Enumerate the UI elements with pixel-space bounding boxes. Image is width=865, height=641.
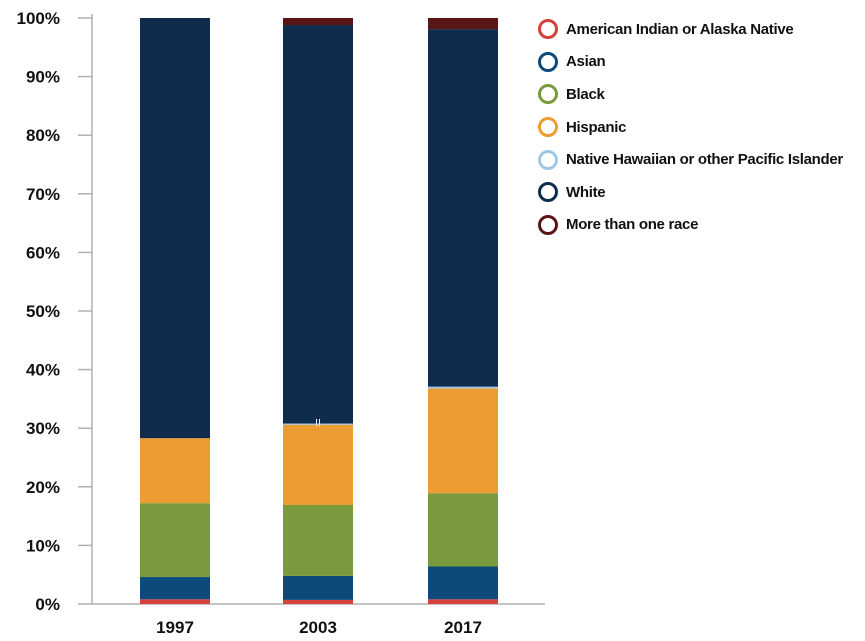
- bar-segment-2017-6: [428, 18, 498, 30]
- legend-item: White: [538, 176, 863, 209]
- bar-segment-2003-5: [283, 25, 353, 424]
- bar-segment-2003-4: [283, 423, 353, 425]
- legend-item: Hispanic: [538, 111, 863, 144]
- bar-segment-2003-6: [283, 18, 353, 26]
- legend-swatch-icon: [538, 19, 558, 40]
- legend-label: More than one race: [566, 216, 699, 234]
- legend-swatch-icon: [538, 84, 558, 105]
- legend-label: Hispanic: [566, 118, 627, 136]
- y-tick-label: 50%: [26, 302, 60, 321]
- legend-label: Native Hawaiian or other Pacific Islande…: [566, 151, 843, 169]
- y-tick-label: 80%: [26, 126, 60, 145]
- bar-segment-1997-5: [140, 18, 210, 439]
- legend-label: American Indian or Alaska Native: [566, 20, 794, 38]
- y-tick-label: 90%: [26, 68, 60, 87]
- x-tick-label: 2017: [444, 618, 482, 637]
- bar-segment-2017-0: [428, 599, 498, 604]
- bar-segment-2017-4: [428, 386, 498, 389]
- legend-item: Black: [538, 78, 863, 111]
- legend-swatch-icon: [538, 149, 558, 170]
- bar-segment-2017-3: [428, 388, 498, 494]
- y-tick-label: 100%: [17, 9, 60, 28]
- legend-swatch-icon: [538, 117, 558, 138]
- bar-segment-1997-1: [140, 577, 210, 600]
- x-tick-label: 2003: [299, 618, 337, 637]
- bar-segment-1997-0: [140, 599, 210, 604]
- legend-label: Black: [566, 85, 605, 103]
- legend-swatch-icon: [538, 51, 558, 72]
- bar-annotation: !!: [315, 417, 321, 429]
- legend-item: Asian: [538, 46, 863, 79]
- y-tick-label: 40%: [26, 361, 60, 380]
- y-tick-label: 0%: [35, 595, 60, 614]
- y-tick-label: 20%: [26, 478, 60, 497]
- bar-segment-2017-5: [428, 29, 498, 387]
- y-tick-label: 10%: [26, 536, 60, 555]
- legend-item: More than one race: [538, 209, 863, 242]
- legend-label: Asian: [566, 53, 606, 71]
- bar-segment-2003-3: [283, 424, 353, 505]
- y-tick-label: 60%: [26, 243, 60, 262]
- legend-item: American Indian or Alaska Native: [538, 13, 863, 46]
- bar-segment-2017-2: [428, 493, 498, 567]
- legend-swatch-icon: [538, 182, 558, 203]
- y-tick-label: 70%: [26, 185, 60, 204]
- bar-segment-2017-1: [428, 566, 498, 600]
- bar-segment-2003-0: [283, 599, 353, 604]
- legend-label: White: [566, 183, 606, 201]
- legend: American Indian or Alaska Native Asian Bla…: [538, 13, 863, 241]
- legend-swatch-icon: [538, 214, 558, 235]
- legend-item: Native Hawaiian or other Pacific Islande…: [538, 143, 863, 176]
- bar-segment-1997-2: [140, 503, 210, 578]
- bar-segment-2003-2: [283, 504, 353, 576]
- x-tick-label: 1997: [156, 618, 194, 637]
- bar-segment-1997-3: [140, 438, 210, 504]
- bar-segment-2003-1: [283, 575, 353, 600]
- y-tick-label: 30%: [26, 419, 60, 438]
